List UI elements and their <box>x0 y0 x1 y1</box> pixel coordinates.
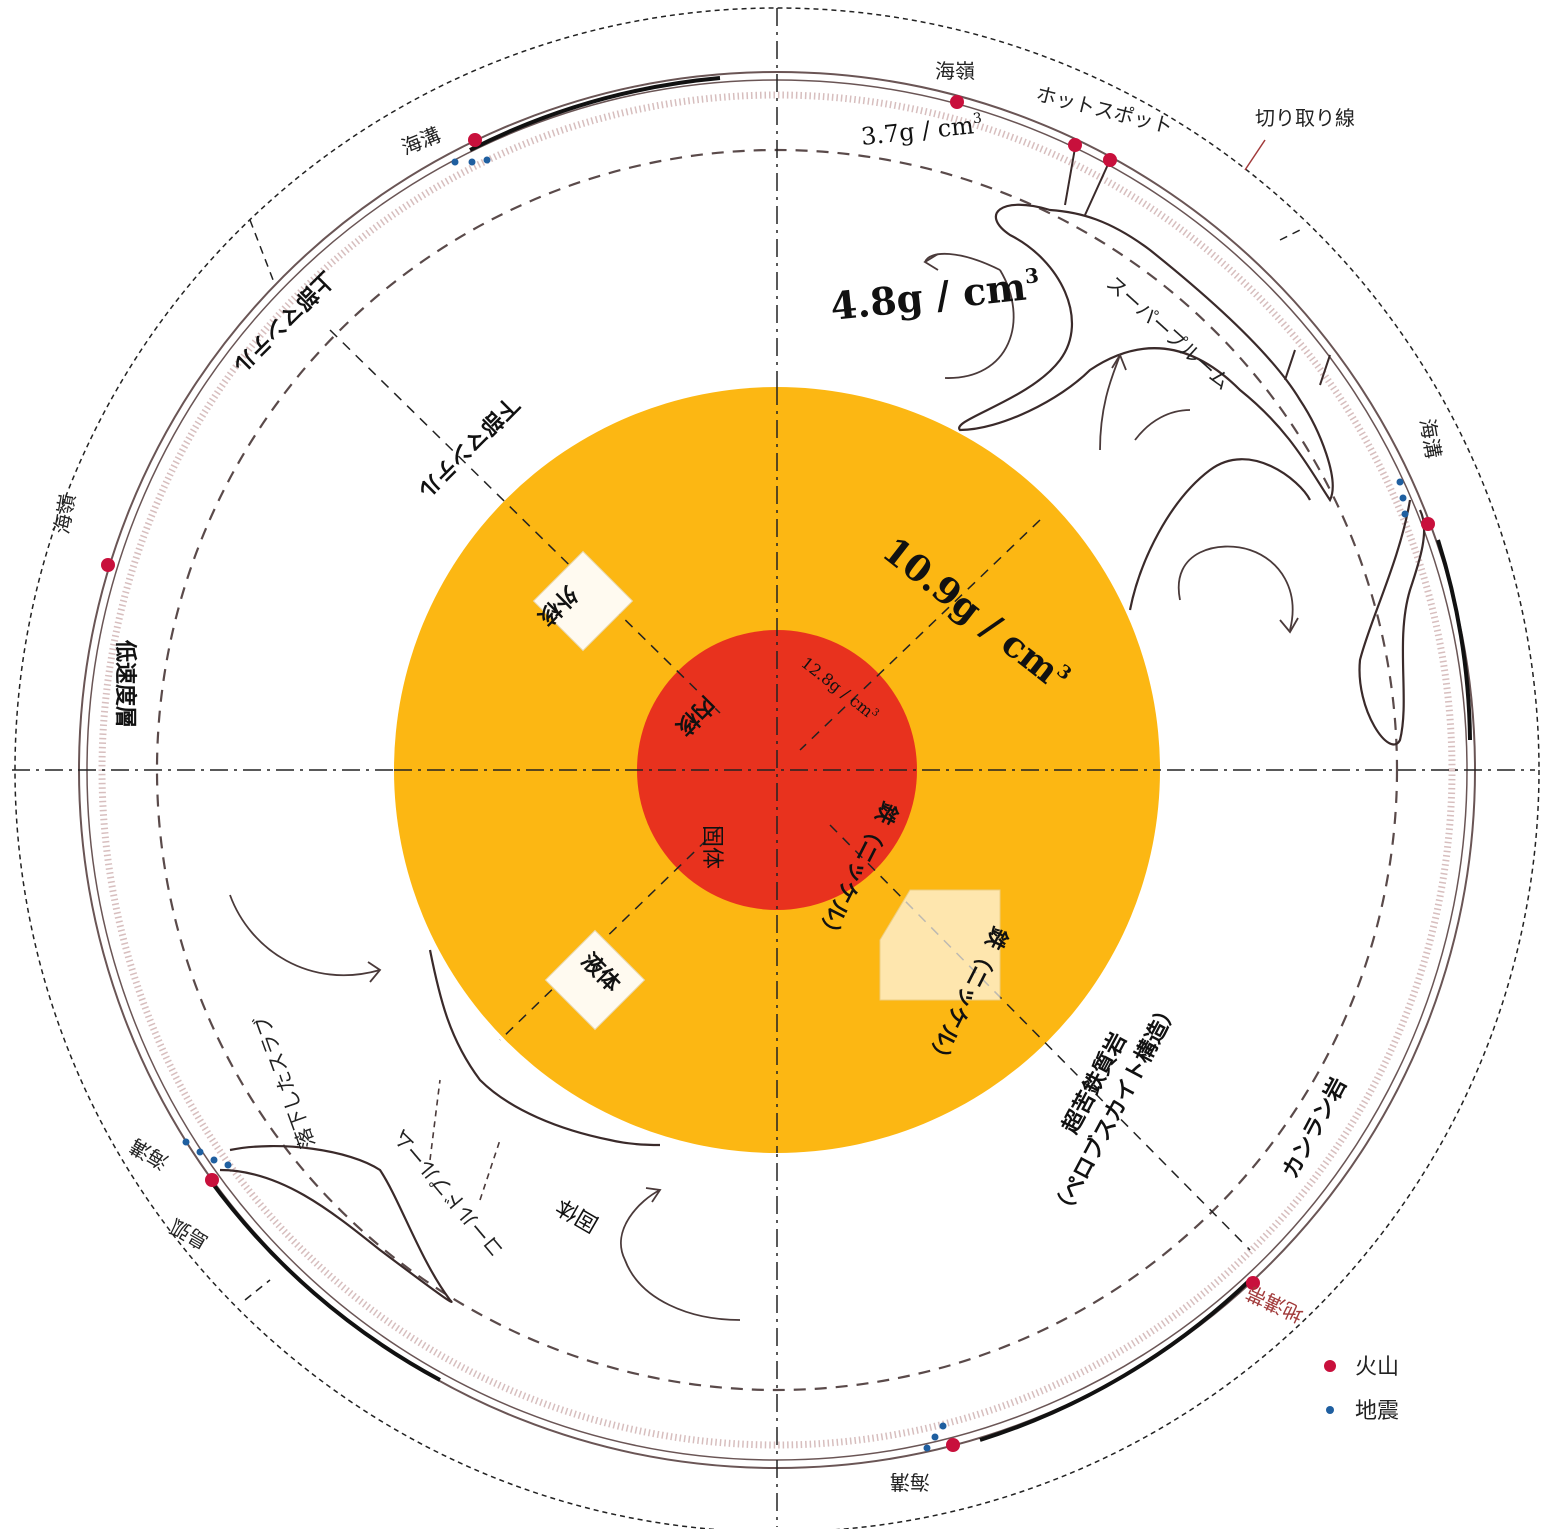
volcano-marker <box>468 133 482 147</box>
trench-label-bottomleft: 海溝 <box>126 1134 173 1175</box>
earthquake-marker <box>483 156 491 164</box>
plume-conduit-2 <box>1084 159 1111 216</box>
superplume-lower-lobe <box>1128 458 1311 611</box>
flow-arrow-4 <box>1134 409 1191 441</box>
earthquake-marker <box>939 1422 947 1430</box>
slab-right <box>1358 499 1426 746</box>
upper-mantle-label: 上部マンテル <box>227 266 339 378</box>
density-exp-1: 3 <box>972 110 983 127</box>
mantle-solid-label: 固体 <box>552 1193 603 1237</box>
volcano-markers <box>101 95 1435 1452</box>
leader-lower-right <box>829 824 1251 1251</box>
flow-arrow-9 <box>479 1139 501 1201</box>
arrowhead-2 <box>1111 353 1127 371</box>
density-exp-2: 3 <box>1024 263 1040 288</box>
outer-core-iron-box <box>879 889 1001 1001</box>
legend-volcano-label: 火山 <box>1355 1355 1399 1380</box>
inner-core-solid-label: 固体 <box>699 825 724 869</box>
low-velocity-label: 低速度層 <box>112 639 138 728</box>
trench-label-right: 海溝 <box>1415 417 1446 461</box>
svg-text:4.8g / cm3: 4.8g / cm3 <box>828 262 1042 329</box>
earthquake-marker <box>182 1138 190 1146</box>
ridge-label-left: 海嶺 <box>49 492 80 536</box>
cut-line-circle <box>14 7 1540 1529</box>
trench-label-bottom: 海溝 <box>890 1470 930 1494</box>
leader-lower-left <box>499 826 721 1041</box>
arrowhead-5 <box>645 1187 662 1203</box>
plume-conduit-1 <box>1064 147 1076 206</box>
leader-upper-left <box>329 329 721 714</box>
flow-arrow-2 <box>944 269 1015 379</box>
liquid-label-box <box>544 929 646 1031</box>
legend-earthquake-icon <box>1326 1406 1334 1414</box>
density-label-2: 4.8g / cm3 <box>828 262 1042 329</box>
sunk-slab-label: 落下したスラブ <box>249 1012 319 1152</box>
cut-line-pointer <box>1244 139 1266 171</box>
ridge-label-top: 海嶺 <box>935 59 975 83</box>
density-value-2: 4.8g / cm <box>828 264 1028 329</box>
volcano-marker <box>1068 138 1082 152</box>
volcano-marker <box>946 1438 960 1452</box>
leader-upper-right <box>799 519 1041 751</box>
density-label-1: 3.7g / cm3 <box>860 110 984 151</box>
volcano-marker <box>1246 1276 1260 1290</box>
arrowhead-3 <box>1279 617 1299 634</box>
cold-plume-label: コールドプルーム <box>388 1125 509 1263</box>
rift-zone-label: 地溝帯 <box>1243 1280 1308 1327</box>
earthquake-markers <box>182 156 1409 1452</box>
plume-conduit-4 <box>1319 354 1331 386</box>
density-value-1: 3.7g / cm <box>860 111 976 151</box>
earthquake-marker <box>451 158 459 166</box>
leader-top-left-outer <box>249 219 276 286</box>
legend-volcano-icon <box>1324 1360 1336 1372</box>
earthquake-marker <box>468 158 476 166</box>
volcano-marker <box>950 95 964 109</box>
earthquake-marker <box>210 1156 218 1164</box>
superplume-shape <box>958 203 1334 503</box>
legend: 火山 地震 <box>1324 1355 1399 1424</box>
leader-bottom-left-outer <box>244 1279 271 1301</box>
plate-segment-bottom <box>979 1278 1252 1442</box>
arrowhead-1 <box>923 253 939 271</box>
earthquake-marker <box>931 1433 939 1441</box>
earthquake-marker <box>196 1148 204 1156</box>
earthquake-marker <box>923 1444 931 1452</box>
slab-bottom-left <box>219 1145 453 1303</box>
leader-right-outer <box>1279 229 1301 241</box>
plume-conduit-3 <box>1284 349 1296 381</box>
volcano-marker <box>1421 517 1435 531</box>
volcano-marker <box>205 1173 219 1187</box>
earthquake-marker <box>1401 510 1409 518</box>
legend-earthquake-label: 地震 <box>1355 1399 1399 1424</box>
flow-arrow-3 <box>1099 354 1121 451</box>
svg-text:3.7g / cm3: 3.7g / cm3 <box>860 110 984 151</box>
earthquake-marker <box>224 1161 232 1169</box>
flow-arrow-8 <box>429 1079 441 1161</box>
cut-line-label: 切り取り線 <box>1255 106 1355 130</box>
arrowhead-4 <box>367 961 382 983</box>
earthquake-marker <box>1399 494 1407 502</box>
density-exp-4: 3 <box>869 707 881 720</box>
flow-arrow-6 <box>229 894 381 977</box>
earthquake-marker <box>1396 478 1404 486</box>
volcano-marker <box>1103 153 1117 167</box>
plate-segment-bottomleft <box>208 1178 441 1382</box>
cold-plume-shape <box>428 949 661 1147</box>
island-arc-label: 島弧 <box>166 1214 213 1255</box>
flow-arrow-5 <box>1177 545 1294 631</box>
volcano-marker <box>101 558 115 572</box>
plate-segment-top <box>469 76 721 152</box>
plate-segment-right <box>1436 539 1472 741</box>
lower-mantle-label: 下部マンテル <box>412 391 524 503</box>
flow-arrow-1 <box>924 252 1001 271</box>
flow-arrow-7 <box>620 1189 741 1321</box>
outer-core-label-box <box>532 550 634 652</box>
trench-label-top: 海溝 <box>398 122 444 159</box>
